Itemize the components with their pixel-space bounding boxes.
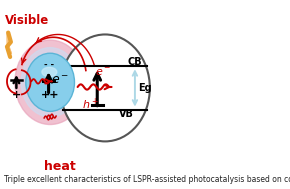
Polygon shape	[7, 32, 11, 54]
Ellipse shape	[42, 67, 57, 77]
Text: heat: heat	[44, 160, 75, 173]
Text: VB: VB	[119, 109, 134, 119]
Circle shape	[15, 40, 86, 125]
Circle shape	[21, 48, 79, 117]
Text: $e^-$: $e^-$	[51, 74, 70, 87]
Text: ++: ++	[41, 90, 59, 99]
Circle shape	[60, 34, 150, 141]
Polygon shape	[7, 32, 11, 54]
Text: Visible: Visible	[5, 14, 49, 27]
Text: $e^-$: $e^-$	[95, 67, 112, 78]
Text: +: +	[12, 90, 21, 99]
Text: Triple excellent characteristics of LSPR-assisted photocatalysis based on coupli: Triple excellent characteristics of LSPR…	[4, 175, 290, 184]
Circle shape	[26, 53, 75, 111]
Text: $h^+$: $h^+$	[82, 96, 99, 112]
Text: CB: CB	[127, 57, 142, 67]
Text: - -: - -	[44, 60, 54, 69]
Text: Eg: Eg	[138, 83, 152, 93]
